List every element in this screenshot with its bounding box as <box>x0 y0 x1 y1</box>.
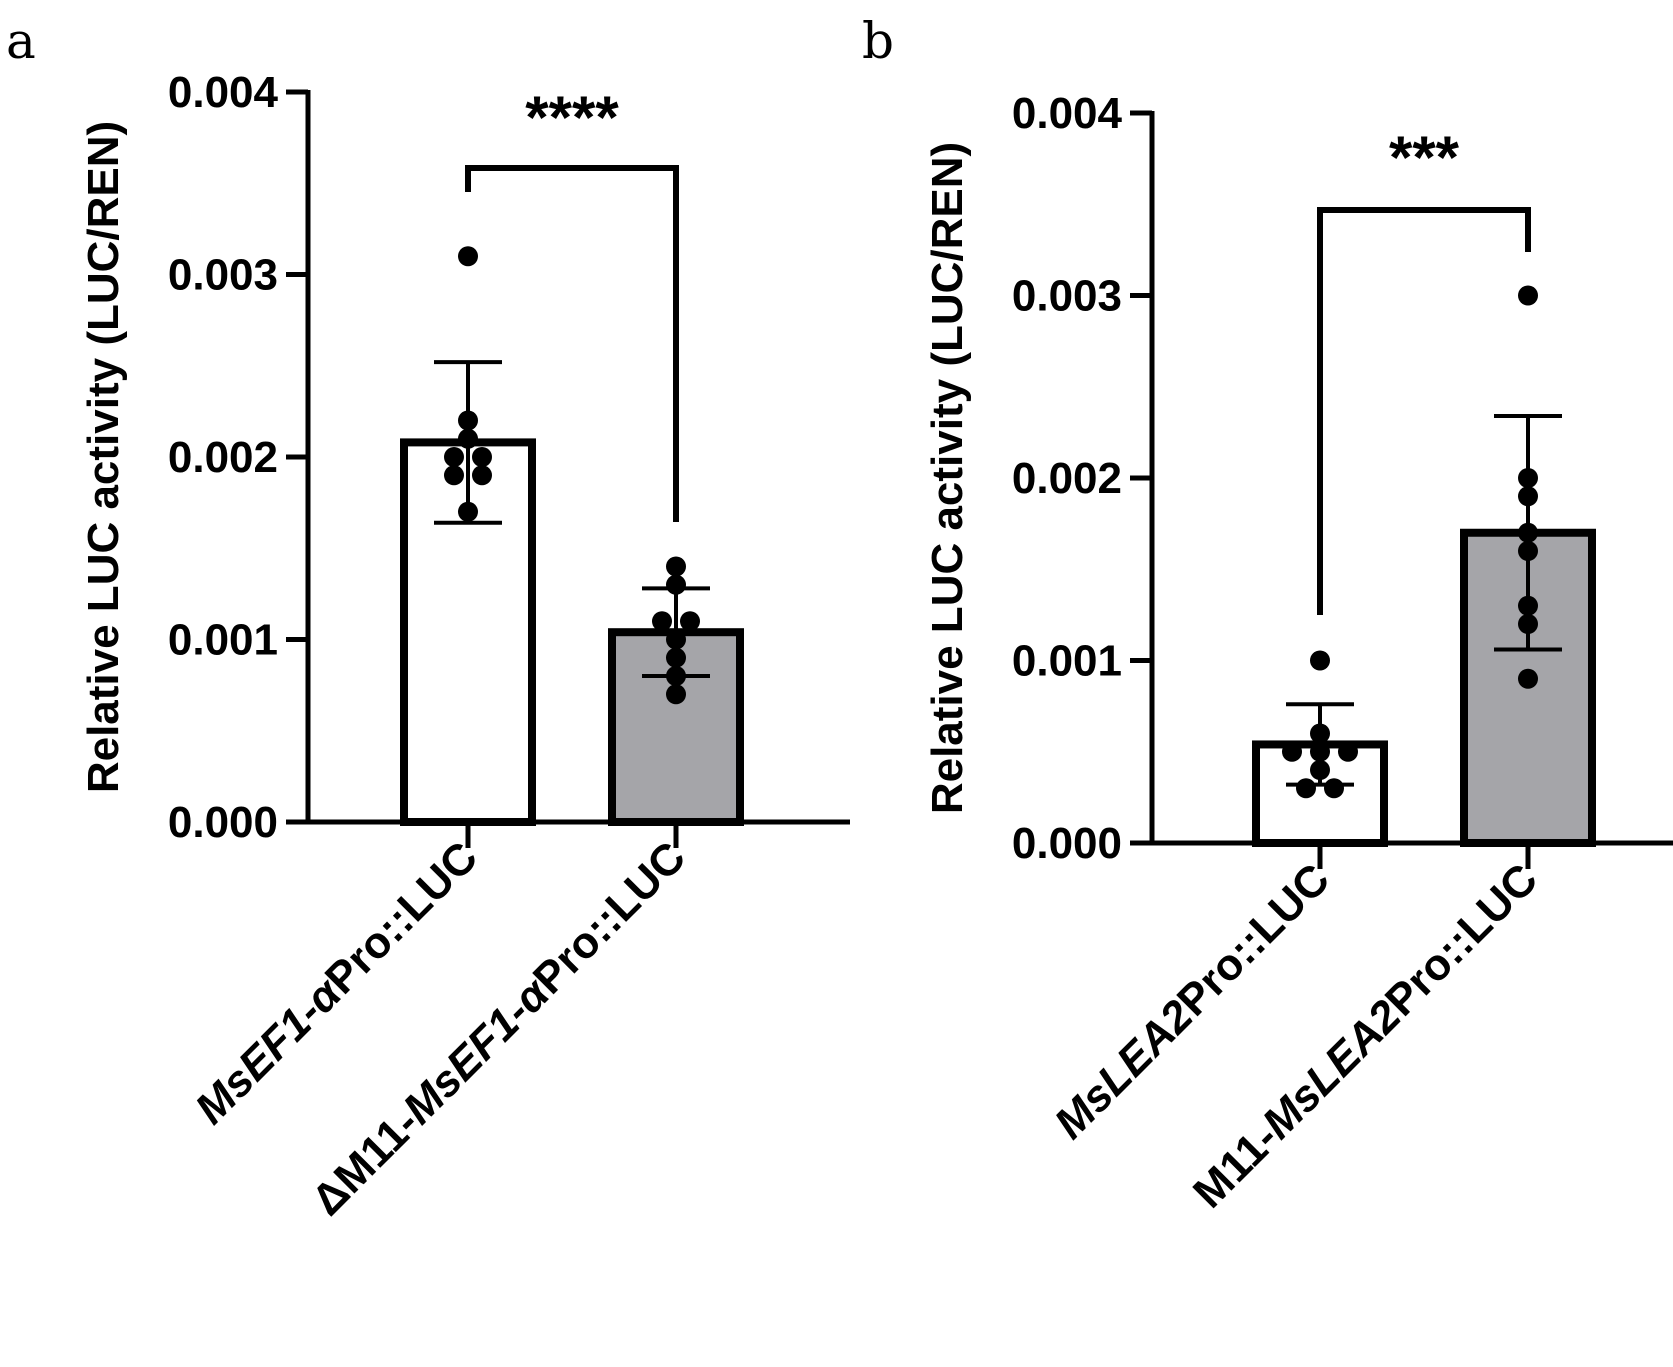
data-point <box>444 465 464 486</box>
data-point <box>1338 741 1358 762</box>
y-tick-label: 0.004 <box>168 68 279 117</box>
data-point <box>458 410 478 431</box>
y-tick-label: 0.000 <box>1012 819 1122 868</box>
data-point <box>1310 760 1330 780</box>
data-point <box>1518 285 1538 306</box>
data-point <box>458 428 478 449</box>
data-point <box>1310 741 1330 762</box>
data-point <box>1310 723 1330 744</box>
data-point <box>1518 486 1538 507</box>
data-point <box>1518 522 1538 543</box>
data-point <box>652 611 672 632</box>
data-point <box>458 246 478 267</box>
y-axis-title: Relative LUC activity (LUC/REN) <box>923 142 972 814</box>
significance-bracket <box>1317 207 1531 615</box>
chart-panel-a: a Relative LUC activity (LUC/REN) 0.000 0.0… <box>6 12 850 1225</box>
data-point <box>1518 595 1538 616</box>
data-point <box>680 611 700 632</box>
bar <box>608 628 744 827</box>
y-tick-label: 0.004 <box>1012 89 1123 138</box>
y-tick-label: 0.000 <box>168 798 278 847</box>
data-point <box>1310 650 1330 671</box>
panel-label: b <box>862 12 894 70</box>
y-axis-title: Relative LUC activity (LUC/REN) <box>79 121 128 793</box>
data-point <box>666 666 686 686</box>
data-point <box>458 501 478 522</box>
x-category-label: ΔM11-MsEF1-αPro::LUC <box>302 832 695 1225</box>
x-category-label: M11-MsLEA2Pro::LUC <box>1184 854 1547 1217</box>
data-point <box>472 465 492 486</box>
y-tick-label: 0.002 <box>168 433 278 482</box>
y-tick-label: 0.001 <box>1012 637 1122 686</box>
significance-bracket <box>465 165 679 522</box>
data-point <box>1296 778 1316 799</box>
data-point <box>1518 468 1538 488</box>
y-tick-label: 0.003 <box>168 251 278 300</box>
data-point <box>666 684 686 705</box>
data-point <box>666 574 686 595</box>
y-tick-label: 0.001 <box>168 616 278 665</box>
data-point <box>1518 668 1538 689</box>
data-point <box>472 447 492 467</box>
significance-label: *** <box>1389 124 1460 191</box>
data-point <box>666 629 686 650</box>
y-tick-label: 0.002 <box>1012 454 1122 503</box>
data-point <box>444 447 464 467</box>
significance-label: **** <box>525 84 619 151</box>
data-point <box>1518 614 1538 634</box>
data-point <box>666 647 686 668</box>
data-point <box>1282 741 1302 762</box>
data-point <box>1518 541 1538 561</box>
chart-panel-b: b Relative LUC activity (LUC/REN) 0.000 0.0… <box>862 12 1673 1218</box>
data-point <box>666 556 686 577</box>
panel-label: a <box>6 12 36 70</box>
data-point <box>1324 778 1344 799</box>
y-tick-label: 0.003 <box>1012 272 1122 321</box>
